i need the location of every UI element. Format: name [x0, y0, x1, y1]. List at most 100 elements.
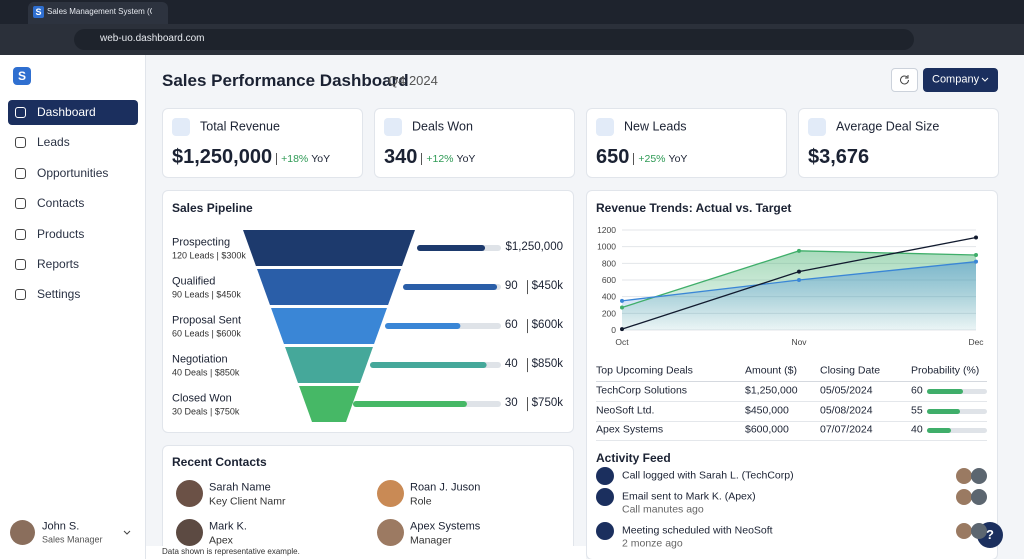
contact-name[interactable]: Apex Systems [410, 520, 481, 533]
progress-bar [403, 284, 498, 290]
stage-amount: $850k [526, 358, 563, 372]
pipeline-title: Sales Pipeline [172, 200, 253, 215]
contact-name[interactable]: Mark K. [209, 520, 247, 533]
y-tick-label: 1000 [597, 242, 616, 252]
nav-item[interactable]: Opportunities [37, 165, 109, 180]
funnel-stage [285, 347, 373, 383]
kpi-value: 340 [384, 146, 418, 168]
y-tick-label: 400 [602, 292, 616, 302]
progress-bar [417, 245, 486, 251]
footer-bar [146, 546, 586, 559]
contact-avatar [176, 519, 203, 546]
kpi-change-value: +12% [426, 153, 454, 165]
point [620, 305, 624, 310]
stage-detail: 120 Leads | $300k [172, 250, 246, 261]
activity-avatar [971, 468, 987, 484]
footer-note: Data shown is representative example. [162, 547, 300, 557]
nav-item[interactable]: Reports [37, 256, 80, 271]
url-field[interactable] [74, 29, 914, 50]
stage-count: 90 [504, 280, 518, 293]
kpi-icon [384, 118, 402, 136]
nav-icon [15, 198, 26, 210]
user-menu[interactable] [122, 529, 132, 537]
stage-amount: $600k [526, 319, 563, 333]
refresh-icon [900, 75, 909, 85]
kpi-icon [808, 118, 826, 136]
nav-item[interactable]: Products [37, 226, 85, 241]
kpi-label: Deals Won [412, 119, 473, 134]
user-name: John S. [42, 520, 80, 533]
funnel-stage [271, 308, 387, 344]
nav-icon [15, 107, 26, 118]
stage-name: Closed Won [172, 392, 232, 405]
kpi-value: $1,250,000 [172, 146, 273, 168]
logo: S [13, 67, 31, 85]
kpi-change-value: +25% [638, 153, 666, 165]
nav-item[interactable]: Leads [37, 135, 70, 150]
table-cell: 07/07/2024 [820, 423, 873, 436]
page-title: Sales Performance Dashboard [162, 70, 409, 90]
kpi-card [586, 108, 787, 178]
point [620, 298, 624, 303]
table-cell: 05/08/2024 [820, 404, 873, 417]
stage-count: 30 [504, 397, 518, 410]
revenue-chart: 0 200 400 600 800 1000 1200 Oct Nov Dec [597, 225, 984, 347]
table-cell: 05/05/2024 [820, 384, 873, 397]
nav-active[interactable] [8, 100, 138, 125]
activity-icon [596, 488, 614, 506]
y-tick-label: 200 [602, 308, 616, 318]
funnel-stage [257, 269, 401, 305]
table-cell: TechCorp Solutions [596, 384, 688, 397]
kpi-icon [596, 118, 614, 136]
contact-name[interactable]: Roan J. Juson [410, 481, 481, 494]
table-cell: 40 [911, 423, 923, 436]
table-cell: NeoSoft Ltd. [596, 404, 655, 417]
contact-avatar [176, 480, 203, 507]
kpi-label: Average Deal Size [836, 119, 940, 134]
point [797, 269, 801, 274]
browser-tab[interactable] [28, 2, 168, 24]
probability-bar [927, 389, 963, 394]
tab-title: Sales Management System (C [47, 7, 152, 17]
filter-chevron [981, 77, 989, 82]
kpi-change: +12% YoY [421, 153, 475, 165]
contacts-card [162, 445, 574, 559]
kpi-change-value: +18% [281, 153, 309, 165]
stage-detail: 90 Leads | $450k [172, 289, 241, 300]
stage-detail: 60 Leads | $600k [172, 328, 241, 339]
refresh-button[interactable] [891, 68, 918, 92]
stage-amount: $450k [526, 280, 563, 294]
period: Q4 2024 [388, 73, 438, 89]
kpi-change: +25% YoY [633, 153, 687, 165]
activity-text: Email sent to Mark K. (Apex) [622, 490, 756, 503]
table-cell: $1,250,000 [745, 384, 798, 397]
nav-item[interactable]: Dashboard [37, 104, 96, 119]
table-cell: $600,000 [745, 423, 789, 436]
stage-totals: 30 $750k [505, 397, 563, 411]
activity-avatar [956, 489, 972, 505]
table-cell: $450,000 [745, 404, 789, 417]
row-rule [596, 420, 987, 422]
activity-icon [596, 522, 614, 540]
nav-item[interactable]: Settings [37, 287, 81, 302]
y-tick-label: 800 [602, 258, 616, 268]
table-header: Closing Date [820, 364, 881, 377]
nav-item[interactable]: Contacts [37, 195, 85, 210]
point [974, 259, 978, 264]
activity-avatar [956, 523, 972, 539]
user-avatar [10, 520, 35, 545]
stage-amount: $1,250,000 [505, 241, 563, 254]
stage-totals: 90 $450k [505, 280, 563, 294]
x-tick-label: Nov [791, 337, 807, 347]
row-rule [596, 440, 987, 441]
area [622, 261, 976, 330]
kpi-value: $3,676 [808, 146, 870, 168]
kpi-icon [172, 118, 190, 136]
contact-name[interactable]: Sarah Name [209, 481, 271, 494]
kpi-change-period: YoY [668, 153, 688, 165]
stage-name: Proposal Sent [172, 314, 242, 327]
table-cell: 60 [911, 384, 923, 397]
point [974, 253, 978, 257]
